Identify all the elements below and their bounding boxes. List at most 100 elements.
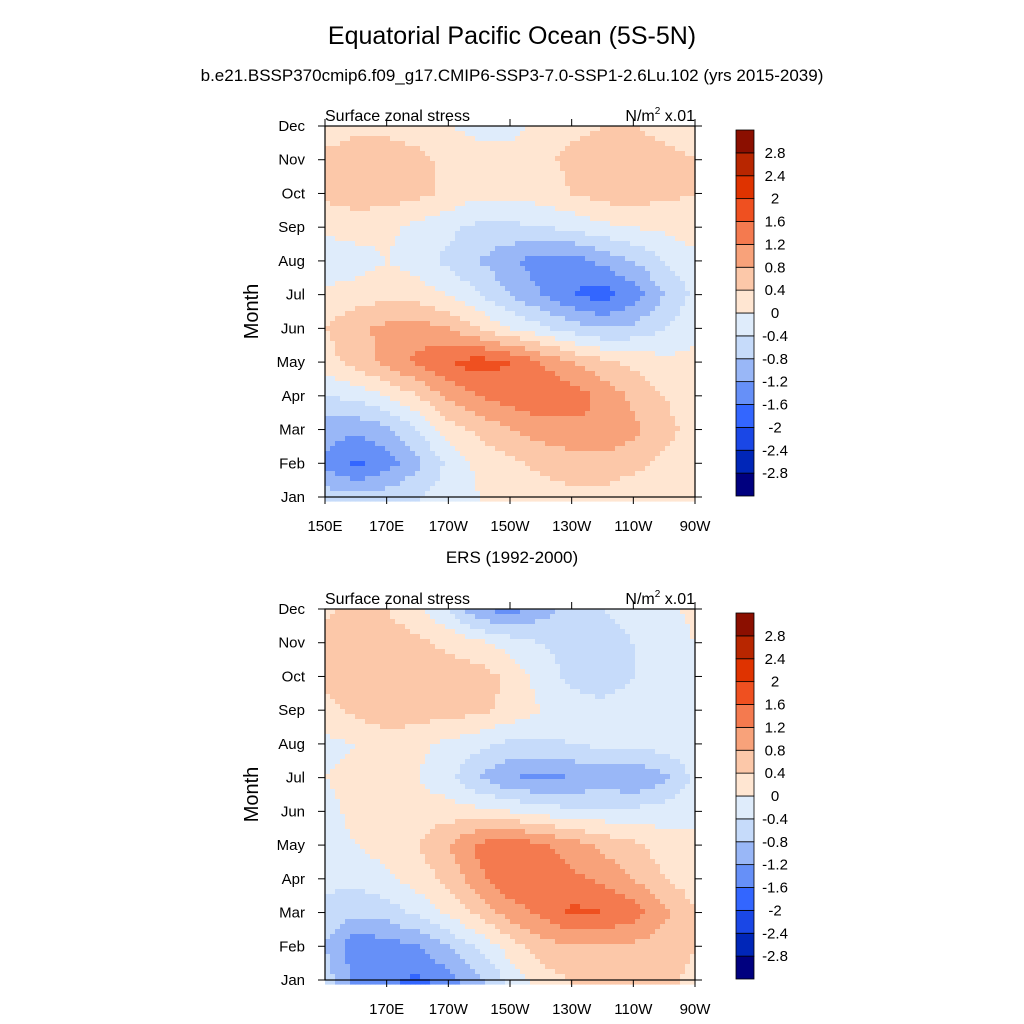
heatmap-cell bbox=[685, 166, 691, 172]
heatmap-cell bbox=[685, 221, 691, 227]
heatmap-cell bbox=[555, 456, 561, 462]
heatmap-cell bbox=[550, 131, 556, 137]
heatmap-cell bbox=[470, 351, 476, 357]
heatmap-cell bbox=[515, 301, 521, 307]
heatmap-cell bbox=[675, 156, 681, 162]
heatmap-cell bbox=[505, 191, 511, 197]
heatmap-cell bbox=[685, 406, 691, 412]
heatmap-cell bbox=[465, 321, 471, 327]
heatmap-cell bbox=[355, 151, 361, 157]
heatmap-cell bbox=[465, 216, 471, 222]
heatmap-cell bbox=[375, 156, 381, 162]
heatmap-cell bbox=[440, 286, 446, 292]
heatmap-cell bbox=[615, 136, 621, 142]
heatmap-cell bbox=[445, 191, 451, 197]
heatmap-cell bbox=[675, 271, 681, 277]
heatmap-cell bbox=[455, 211, 461, 217]
heatmap-cell bbox=[505, 306, 511, 312]
heatmap-cell bbox=[385, 371, 391, 377]
heatmap-cell bbox=[520, 286, 526, 292]
heatmap-cell bbox=[465, 456, 471, 462]
heatmap-cell bbox=[395, 441, 401, 447]
heatmap-cell bbox=[415, 266, 421, 272]
heatmap-cell bbox=[350, 426, 356, 432]
heatmap-cell bbox=[515, 341, 521, 347]
heatmap-cell bbox=[355, 436, 361, 442]
heatmap-cell bbox=[545, 316, 551, 322]
heatmap-cell bbox=[550, 201, 556, 207]
heatmap-cell bbox=[355, 231, 361, 237]
heatmap-cell bbox=[680, 336, 686, 342]
heatmap-cell bbox=[560, 176, 566, 182]
heatmap-cell bbox=[610, 321, 616, 327]
heatmap-cell bbox=[690, 146, 696, 152]
heatmap-cell bbox=[385, 221, 391, 227]
heatmap-cell bbox=[495, 291, 501, 297]
heatmap-cell bbox=[415, 126, 421, 132]
heatmap-cell bbox=[595, 376, 601, 382]
heatmap-cell bbox=[445, 246, 451, 252]
heatmap-cell bbox=[350, 206, 356, 212]
heatmap-cell bbox=[615, 261, 621, 267]
heatmap-cell bbox=[625, 276, 631, 282]
heatmap-cell bbox=[515, 406, 521, 412]
heatmap-cell bbox=[400, 371, 406, 377]
heatmap-cell bbox=[395, 331, 401, 337]
heatmap-cell bbox=[580, 361, 586, 367]
heatmap-cell bbox=[485, 456, 491, 462]
heatmap-cell bbox=[415, 331, 421, 337]
heatmap-cell bbox=[380, 446, 386, 452]
heatmap-cell bbox=[550, 221, 556, 227]
heatmap-cell bbox=[500, 126, 506, 132]
heatmap-cell bbox=[490, 446, 496, 452]
heatmap-cell bbox=[410, 361, 416, 367]
heatmap-cell bbox=[605, 151, 611, 157]
heatmap-cell bbox=[635, 271, 641, 277]
heatmap-cell bbox=[595, 361, 601, 367]
heatmap-cell bbox=[630, 241, 636, 247]
heatmap-cell bbox=[455, 396, 461, 402]
heatmap-cell bbox=[415, 461, 421, 467]
heatmap-cell bbox=[500, 206, 506, 212]
heatmap-cell bbox=[345, 211, 351, 217]
units-label: N/m2 x.01 bbox=[625, 106, 695, 125]
heatmap-cell bbox=[590, 141, 596, 147]
heatmap-cell bbox=[325, 446, 331, 452]
heatmap-cell bbox=[530, 246, 536, 252]
heatmap-cell bbox=[470, 281, 476, 287]
heatmap-cell bbox=[380, 261, 386, 267]
heatmap-cell bbox=[470, 266, 476, 272]
heatmap-cell bbox=[585, 236, 591, 242]
heatmap-cell bbox=[370, 236, 376, 242]
heatmap-cell bbox=[565, 356, 571, 362]
heatmap-cell bbox=[505, 366, 511, 372]
heatmap-cell bbox=[635, 181, 641, 187]
heatmap-cell bbox=[410, 156, 416, 162]
heatmap-cell bbox=[445, 441, 451, 447]
heatmap-cell bbox=[690, 391, 696, 397]
heatmap-cell bbox=[355, 396, 361, 402]
heatmap-cell bbox=[500, 336, 506, 342]
heatmap-cell bbox=[560, 356, 566, 362]
heatmap-cell bbox=[485, 141, 491, 147]
heatmap-cell bbox=[380, 216, 386, 222]
heatmap-cell bbox=[535, 401, 541, 407]
heatmap-cell bbox=[560, 281, 566, 287]
heatmap-cell bbox=[360, 261, 366, 267]
heatmap-cell bbox=[350, 176, 356, 182]
heatmap-cell bbox=[550, 426, 556, 432]
heatmap-cell bbox=[505, 131, 511, 137]
heatmap-cell bbox=[620, 256, 626, 262]
heatmap-cell bbox=[330, 396, 336, 402]
heatmap-cell bbox=[665, 451, 671, 457]
heatmap-cell bbox=[365, 431, 371, 437]
heatmap-cell bbox=[640, 386, 646, 392]
heatmap-cell bbox=[650, 416, 656, 422]
heatmap-cell bbox=[375, 146, 381, 152]
heatmap-cell bbox=[445, 261, 451, 267]
heatmap-cell bbox=[485, 186, 491, 192]
heatmap-cell bbox=[525, 411, 531, 417]
heatmap-cell bbox=[635, 401, 641, 407]
heatmap-cell bbox=[485, 191, 491, 197]
heatmap-cell bbox=[640, 291, 646, 297]
